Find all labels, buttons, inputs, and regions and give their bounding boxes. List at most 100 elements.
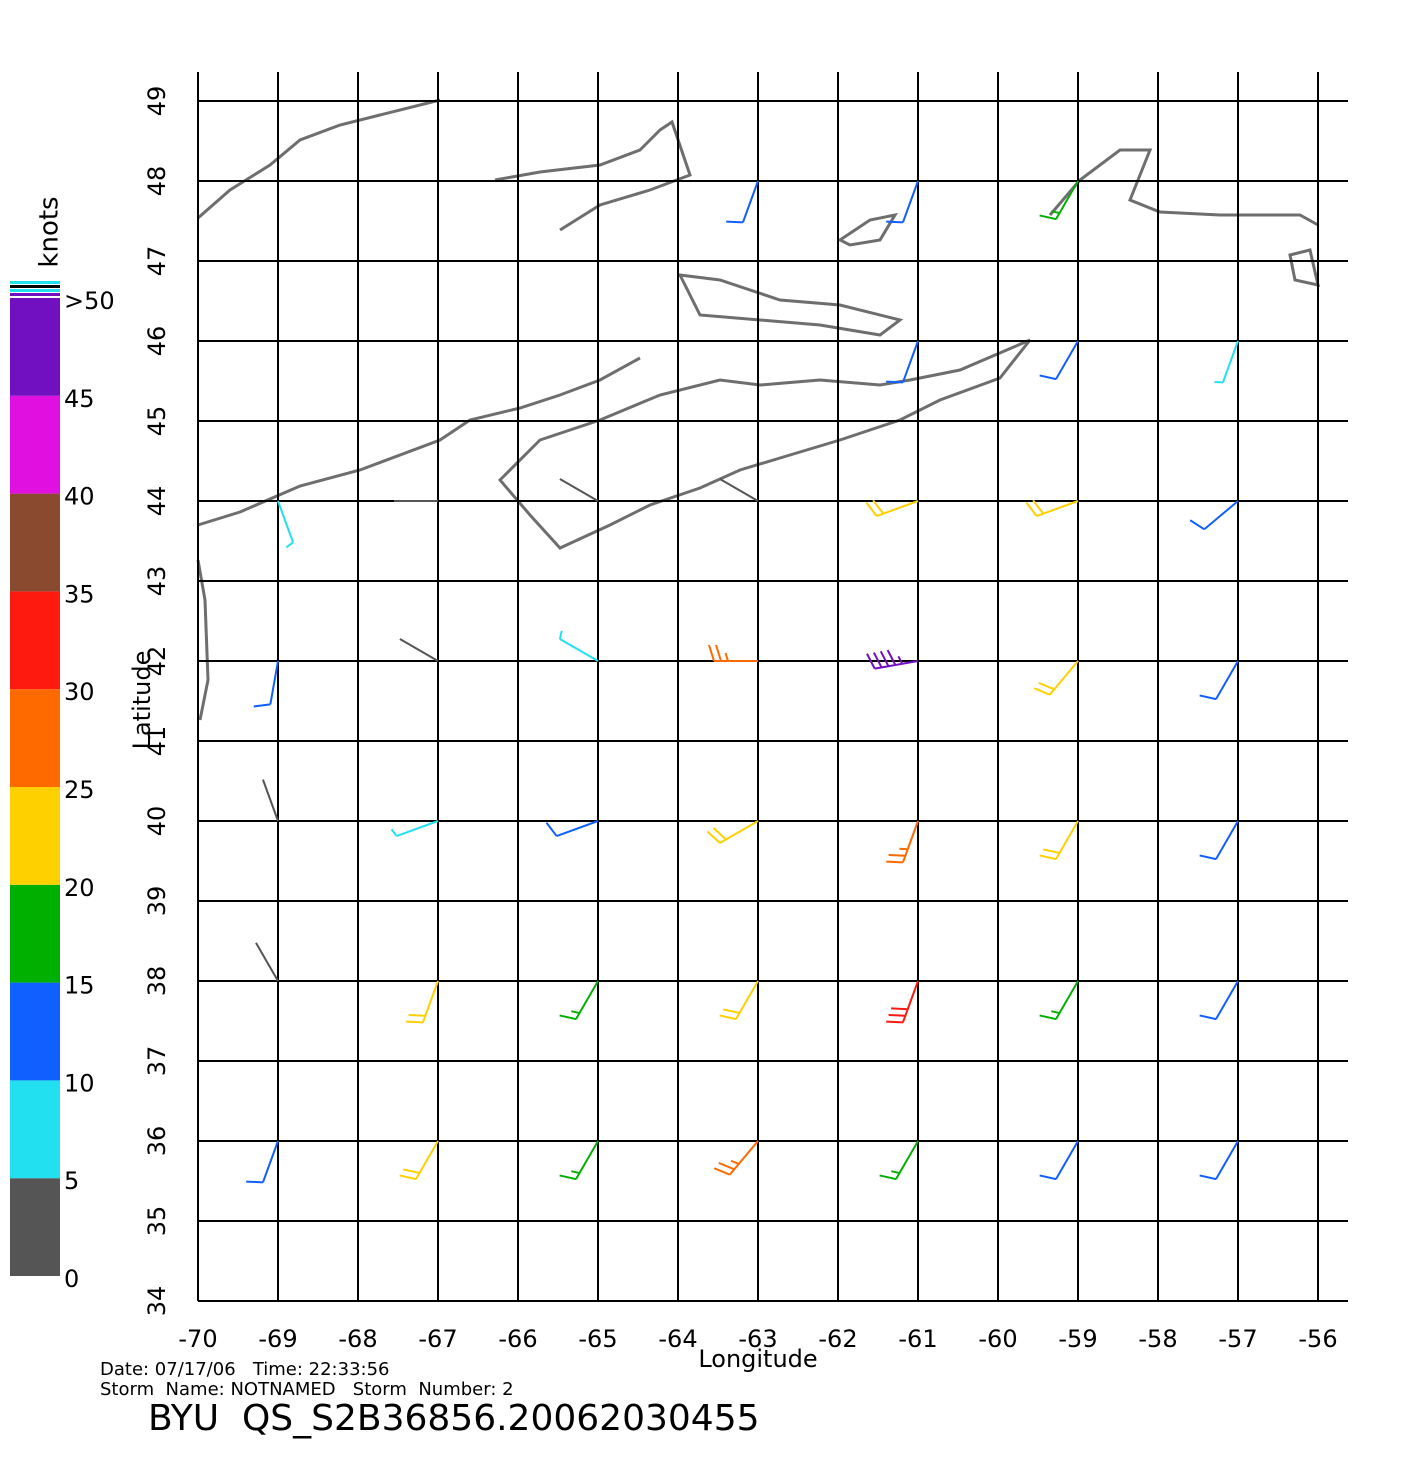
wind-barb <box>865 499 919 517</box>
wind-barb <box>1199 660 1239 701</box>
y-tick-label: 44 <box>143 486 171 517</box>
y-tick-label: 38 <box>143 966 171 997</box>
wind-barb <box>886 340 919 384</box>
wind-barb <box>1039 180 1079 221</box>
y-tick-label: 41 <box>143 726 171 757</box>
colorbar-band <box>10 689 60 787</box>
x-tick-label: -67 <box>418 1325 457 1353</box>
x-tick-label: -64 <box>658 1325 697 1353</box>
wind-barb <box>713 1140 759 1176</box>
colorbar-label: 30 <box>64 678 95 706</box>
coastline <box>197 98 441 220</box>
coastline <box>494 119 692 232</box>
wind-barb <box>1189 500 1239 531</box>
x-tick-label: -58 <box>1138 1325 1177 1353</box>
wind-barb <box>1199 980 1239 1021</box>
colorbar-label: 5 <box>64 1167 79 1195</box>
wind-barb <box>886 180 919 224</box>
x-tick-label: -66 <box>498 1325 537 1353</box>
y-tick-label: 42 <box>143 646 171 677</box>
wind-barb <box>1039 820 1079 861</box>
x-tick-label: -59 <box>1058 1325 1097 1353</box>
x-tick-label: -70 <box>178 1325 217 1353</box>
wind-barb <box>390 820 439 837</box>
colorbar-label: 35 <box>64 580 95 608</box>
colorbar: 0 5 10 15 20 25 30 35 40 45 >50 <box>10 281 115 1293</box>
y-axis-label: Latitude <box>128 651 156 750</box>
wind-barb <box>1214 340 1239 384</box>
colorbar-band <box>10 493 60 592</box>
colorbar-cap <box>10 289 60 292</box>
coastline <box>497 338 1032 550</box>
colorbar-cap <box>10 285 60 288</box>
y-tick-label: 34 <box>143 1286 171 1317</box>
wind-barb <box>886 980 919 1024</box>
x-tick-label: -68 <box>338 1325 377 1353</box>
x-axis-label: Longitude <box>698 1345 817 1373</box>
colorbar-band <box>10 884 60 983</box>
colorbar-label: 45 <box>64 385 95 413</box>
y-tick-label: 43 <box>143 566 171 597</box>
colorbar-band <box>10 982 60 1081</box>
wind-barb <box>558 630 599 662</box>
y-tick-label: 37 <box>143 1046 171 1077</box>
colorbar-label: 20 <box>64 874 95 902</box>
wind-barb <box>1039 1140 1079 1181</box>
wind-barb <box>255 942 279 982</box>
wind-barb <box>1033 660 1079 696</box>
wind-barb <box>866 649 919 670</box>
wind-barb <box>399 1140 439 1181</box>
colorbar-band <box>10 1080 60 1179</box>
x-tick-label: -69 <box>258 1325 297 1353</box>
wind-barb <box>1025 499 1079 517</box>
coastline <box>197 356 641 527</box>
colorbar-band <box>10 787 60 885</box>
colorbar-band <box>10 1178 60 1276</box>
colorbar-band <box>10 298 60 396</box>
colorbar-label: 10 <box>64 1069 95 1097</box>
x-tick-label: -57 <box>1218 1325 1257 1353</box>
colorbar-cap <box>10 293 60 296</box>
wind-barb <box>879 1140 919 1181</box>
wind-barb <box>262 779 279 822</box>
y-tick-label: 49 <box>143 86 171 117</box>
date-line: Date: 07/17/06 Time: 22:33:56 <box>100 1359 390 1380</box>
wind-barb <box>1039 980 1079 1021</box>
colorbar-label: 15 <box>64 972 95 1000</box>
y-tick-label: 47 <box>143 246 171 277</box>
wind-barb <box>719 980 759 1021</box>
y-tick-label: 48 <box>143 166 171 197</box>
wind-barb <box>886 820 919 864</box>
y-tick-label: 40 <box>143 806 171 837</box>
storm-line: Storm Name: NOTNAMED Storm Number: 2 <box>100 1379 514 1400</box>
wind-barb <box>1039 340 1079 381</box>
y-tick-label: 36 <box>143 1126 171 1157</box>
wind-barb <box>406 980 439 1024</box>
wind-barb <box>708 644 758 662</box>
y-tick-label: 45 <box>143 406 171 437</box>
wind-barb <box>706 820 759 844</box>
wind-barb <box>719 478 759 502</box>
x-tick-label: -56 <box>1298 1325 1337 1353</box>
x-tick-label: -61 <box>898 1325 937 1353</box>
wind-barbs <box>246 180 1239 1184</box>
coastline <box>196 559 210 721</box>
grid: -70 -69 -68 -67 -66 -65 -64 -63 -62 -61 -60 -59 -58 -… <box>143 72 1348 1353</box>
x-tick-label: -65 <box>578 1325 617 1353</box>
wind-barb <box>545 820 599 837</box>
wind-barb <box>253 660 279 708</box>
wind-barb <box>559 980 599 1021</box>
wind-barb <box>559 1140 599 1181</box>
y-tick-label: 39 <box>143 886 171 917</box>
y-tick-label: 35 <box>143 1206 171 1237</box>
wind-barb <box>1199 820 1239 861</box>
wind-barb <box>399 638 439 662</box>
colorbar-cap <box>10 281 60 284</box>
colorbar-label: >50 <box>64 287 115 315</box>
y-tick-label: 46 <box>143 326 171 357</box>
x-tick-label: -62 <box>818 1325 857 1353</box>
coastline <box>1048 148 1320 287</box>
colorbar-band <box>10 591 60 690</box>
colorbar-label: 40 <box>64 483 95 511</box>
